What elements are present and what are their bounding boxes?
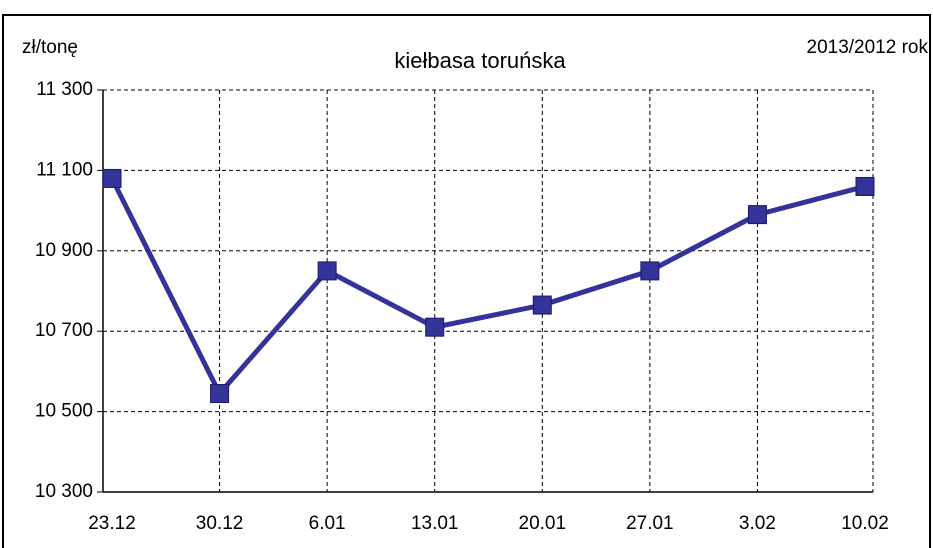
y-tick-label: 10 500 (35, 401, 93, 422)
chart-border (2, 14, 931, 548)
marker (210, 384, 230, 404)
x-tick-label: 13.01 (411, 513, 459, 534)
marker (317, 261, 337, 281)
x-tick-label: 27.01 (626, 513, 674, 534)
marker (102, 168, 122, 188)
marker (640, 261, 660, 281)
x-tick-label: 30.12 (196, 513, 244, 534)
y-tick-label: 11 100 (36, 159, 93, 180)
marker (747, 205, 767, 225)
x-tick-label: 10.02 (841, 513, 889, 534)
y-tick-label: 11 300 (36, 79, 93, 100)
x-tick-label: 20.01 (519, 513, 567, 534)
x-tick-label: 3.02 (739, 513, 776, 534)
y-tick-label: 10 300 (35, 481, 93, 502)
subtitle: 2013/2012 rok (807, 37, 929, 58)
x-tick-label: 23.12 (88, 513, 136, 534)
y-axis-label: zł/tonę (22, 37, 78, 58)
marker (532, 295, 552, 315)
x-tick-label: 6.01 (309, 513, 346, 534)
marker (855, 176, 875, 196)
y-tick-label: 10 900 (35, 240, 93, 261)
series-line (109, 177, 866, 397)
marker (425, 317, 445, 337)
chart-title: kiełbasa toruńska (394, 48, 566, 73)
y-tick-label: 10 700 (35, 320, 93, 341)
